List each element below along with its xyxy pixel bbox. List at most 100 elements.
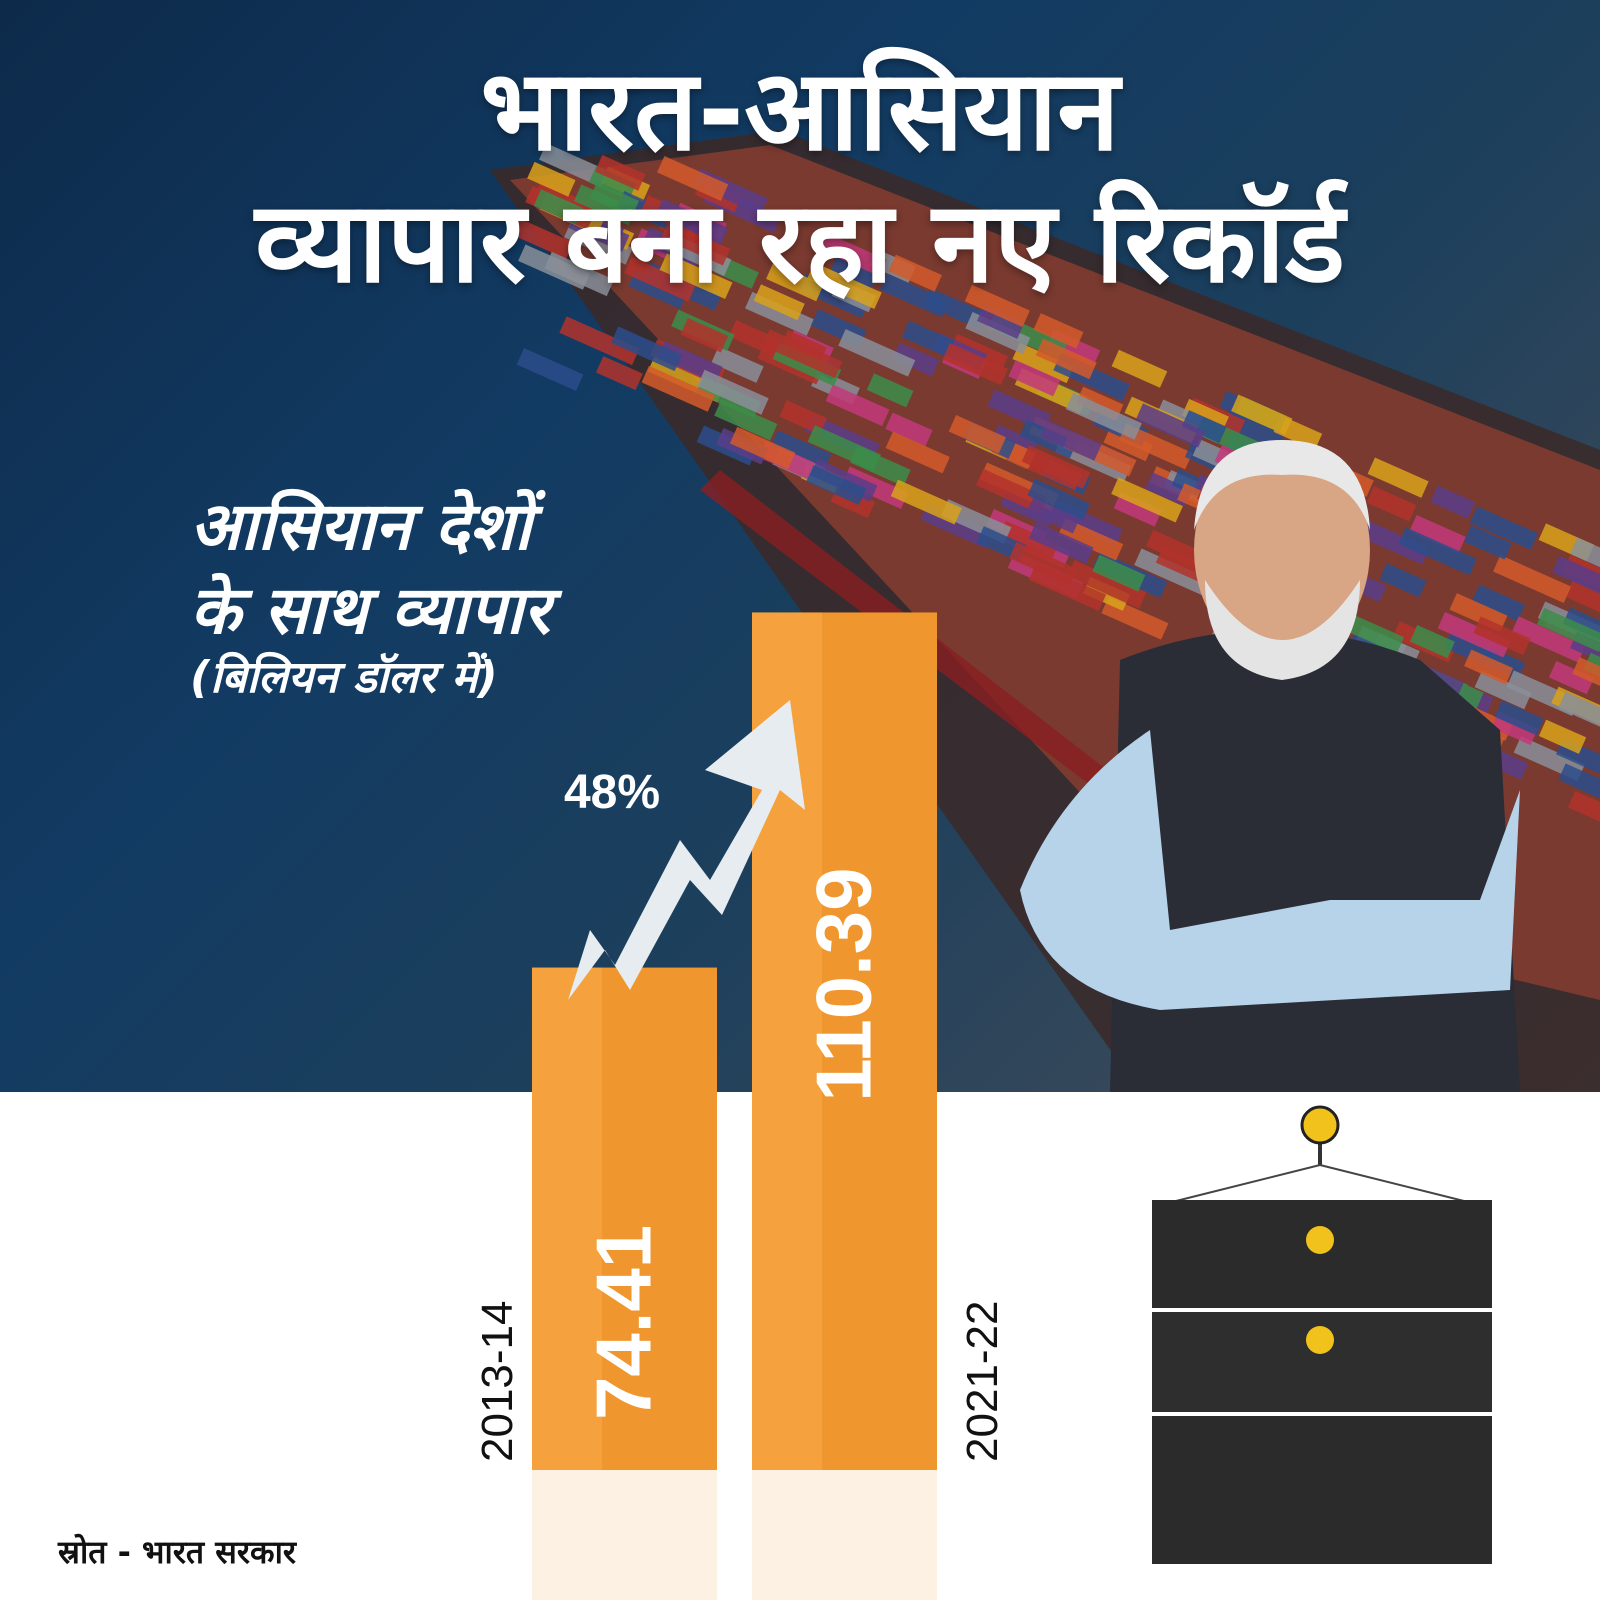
ship-container <box>1026 496 1081 534</box>
ship-container <box>1366 486 1417 522</box>
ship-container <box>948 415 1006 454</box>
ship-container <box>1511 616 1586 663</box>
ship-container <box>1113 491 1163 527</box>
ship-container <box>762 329 843 379</box>
ship-container <box>1548 660 1595 695</box>
ship-container <box>1474 670 1532 710</box>
ship-container <box>892 342 940 377</box>
ship-container <box>1341 612 1405 654</box>
ship-container <box>610 326 682 372</box>
ship-container <box>1111 477 1183 523</box>
ship-container <box>1536 607 1600 652</box>
ship-container <box>766 262 824 302</box>
bar-highlight <box>532 967 602 1470</box>
ship-container <box>680 318 729 353</box>
ship-container <box>729 426 796 470</box>
ship-container <box>697 369 769 415</box>
background-photo <box>0 0 1600 1092</box>
ship-container <box>838 329 916 377</box>
page-title: भारत-आसियान व्यापार बना रहा नए रिकॉर्ड <box>0 45 1600 309</box>
ship-container <box>512 218 574 259</box>
ship-container <box>1111 349 1168 388</box>
ship-container <box>753 284 805 321</box>
title-line-1: भारत-आसियान <box>480 46 1120 176</box>
ship-container <box>516 348 584 391</box>
ship-container <box>1119 423 1193 470</box>
ship-container <box>885 412 933 447</box>
ship-container <box>1009 541 1078 586</box>
ship-container <box>1065 392 1142 440</box>
ship-container <box>1067 560 1147 609</box>
ship-container <box>1409 514 1466 554</box>
ship-container <box>987 389 1051 431</box>
growth-annotation: 48% <box>564 766 660 819</box>
ship-container <box>1021 445 1091 489</box>
ship-container <box>942 342 1009 386</box>
ship-container <box>594 155 646 191</box>
ship-container <box>964 284 1030 328</box>
ship-container <box>1181 410 1227 444</box>
zigzag-arrow-icon <box>568 700 805 1000</box>
ship-container <box>1464 649 1514 685</box>
ship-container <box>596 356 643 391</box>
ship-container <box>1134 548 1212 596</box>
ship-container <box>711 346 764 383</box>
bar-reflection <box>752 1470 937 1600</box>
ship-container <box>829 257 878 292</box>
ship-container <box>770 430 832 471</box>
ship-container <box>1558 763 1600 800</box>
ship-container <box>885 431 950 474</box>
ship-container <box>1565 580 1600 616</box>
ship-container <box>807 262 882 309</box>
ship-container <box>1552 555 1600 597</box>
ship-container <box>1494 700 1544 736</box>
ship-container <box>527 161 576 197</box>
ship-container <box>888 254 942 292</box>
data-label: 74.41 <box>580 1225 668 1420</box>
ship-container <box>1464 525 1512 560</box>
ship-container <box>825 384 890 427</box>
ship-container <box>1231 394 1293 436</box>
ship-container <box>539 143 609 188</box>
ship-container <box>1040 420 1102 461</box>
ship-container <box>866 373 914 408</box>
ship-container <box>1027 478 1091 520</box>
ship-container <box>1572 657 1600 691</box>
ship-container <box>1469 506 1539 550</box>
ship-container <box>533 189 583 225</box>
ship-container <box>1361 521 1430 565</box>
ship-container <box>998 520 1059 561</box>
ship-container <box>1012 342 1074 384</box>
source-note: स्रोत - भारत सरकार <box>58 1533 296 1571</box>
ship-container <box>641 365 716 412</box>
ship-container <box>1135 403 1206 448</box>
ship-container <box>890 479 962 525</box>
ship-container <box>977 304 1025 339</box>
ship-container <box>1379 563 1427 598</box>
category-label: 2013-14 <box>473 1301 522 1462</box>
person-photo <box>1020 440 1520 1092</box>
ship-container <box>1008 359 1061 397</box>
subtitle-line-2: के साथ व्यापार <box>190 572 551 649</box>
bar-reflection <box>532 1470 717 1600</box>
ship-container <box>624 256 696 302</box>
hanging-containers-image <box>1152 1105 1492 1564</box>
ship-container <box>659 253 733 300</box>
ship-container <box>1472 584 1525 622</box>
category-label: 2021-22 <box>958 1301 1007 1462</box>
ship-container <box>714 399 778 441</box>
ship-container <box>518 244 591 290</box>
ship-container <box>1092 554 1146 592</box>
unit-label: (बिलियन डॉलर में) <box>190 652 498 703</box>
title-line-2: व्यापार बना रहा नए रिकॉर्ड <box>255 178 1345 308</box>
ship-container <box>1028 521 1094 564</box>
ship-container <box>901 320 955 358</box>
ship-container <box>806 465 867 505</box>
ship-container <box>879 273 949 318</box>
ship-container <box>1033 313 1084 349</box>
chart-subtitle: आसियान देशों के साथ व्यापार (बिलियन डॉलर… <box>190 485 550 703</box>
ship-container <box>814 230 887 277</box>
ship-container <box>559 316 640 366</box>
ship-container <box>1367 457 1429 498</box>
